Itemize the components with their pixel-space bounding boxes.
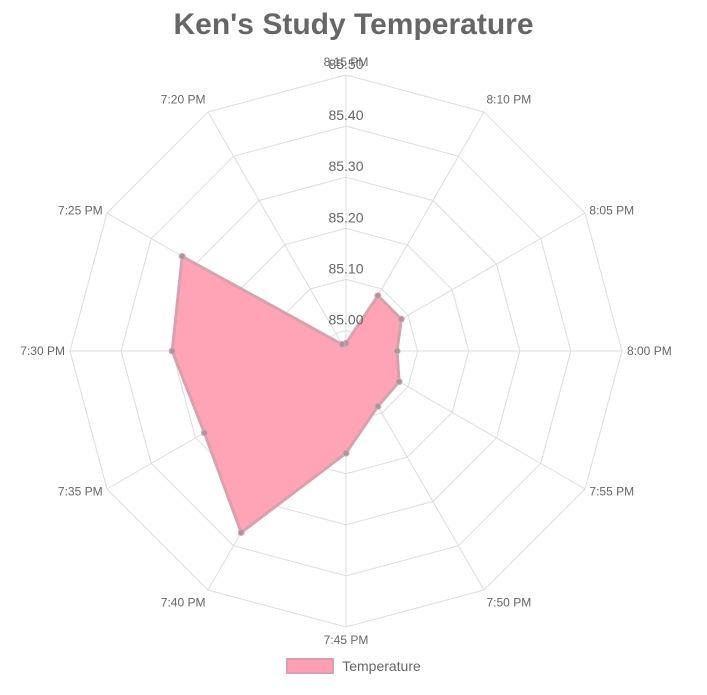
- category-label-10: 7:25 PM: [58, 204, 103, 218]
- data-point-8: [200, 429, 208, 437]
- category-label-7: 7:40 PM: [161, 595, 206, 609]
- data-point-3: [393, 347, 401, 355]
- legend-label-temperature: Temperature: [342, 658, 421, 674]
- category-label-6: 7:45 PM: [324, 633, 369, 647]
- legend-swatch-temperature: [286, 658, 335, 674]
- data-point-1: [374, 292, 382, 300]
- data-point-4: [395, 378, 403, 386]
- data-point-7: [237, 529, 245, 536]
- category-label-3: 8:00 PM: [627, 344, 672, 358]
- category-label-11: 7:20 PM: [161, 93, 206, 107]
- data-point-6: [342, 449, 350, 457]
- series-area-0: [170, 254, 403, 534]
- chart-title: Ken's Study Temperature: [173, 8, 534, 41]
- grid-spoke-11: [207, 111, 347, 352]
- radial-tick-labels: 85.00 85.10 85.20 85.30 85.40 85.50: [328, 56, 363, 328]
- category-label-4: 7:55 PM: [589, 485, 634, 499]
- r-tick-label-3: 85.30: [328, 158, 363, 174]
- r-tick-label-0: 85.00: [328, 312, 363, 328]
- r-tick-label-5: 85.50: [328, 56, 363, 72]
- data-point-9: [168, 347, 176, 355]
- category-labels: 8:15 PM 8:10 PM 8:05 PM 8:00 PM 7:55 PM 7:50 …: [20, 55, 671, 647]
- category-label-8: 7:35 PM: [58, 485, 103, 499]
- category-label-1: 8:10 PM: [487, 93, 532, 107]
- data-point-10: [178, 252, 186, 260]
- r-tick-label-4: 85.40: [328, 107, 363, 123]
- data-point-11: [338, 340, 346, 348]
- data-point-5: [374, 402, 382, 410]
- data-point-2: [397, 315, 405, 323]
- category-label-0: 8:15 PM: [324, 55, 369, 69]
- radar-series: [168, 252, 405, 536]
- legend[interactable]: Temperature: [0, 658, 707, 674]
- category-label-2: 8:05 PM: [589, 204, 634, 218]
- category-label-9: 7:30 PM: [20, 344, 65, 358]
- r-tick-label-2: 85.20: [328, 209, 363, 225]
- r-tick-label-1: 85.10: [328, 260, 363, 276]
- category-label-5: 7:50 PM: [487, 595, 532, 609]
